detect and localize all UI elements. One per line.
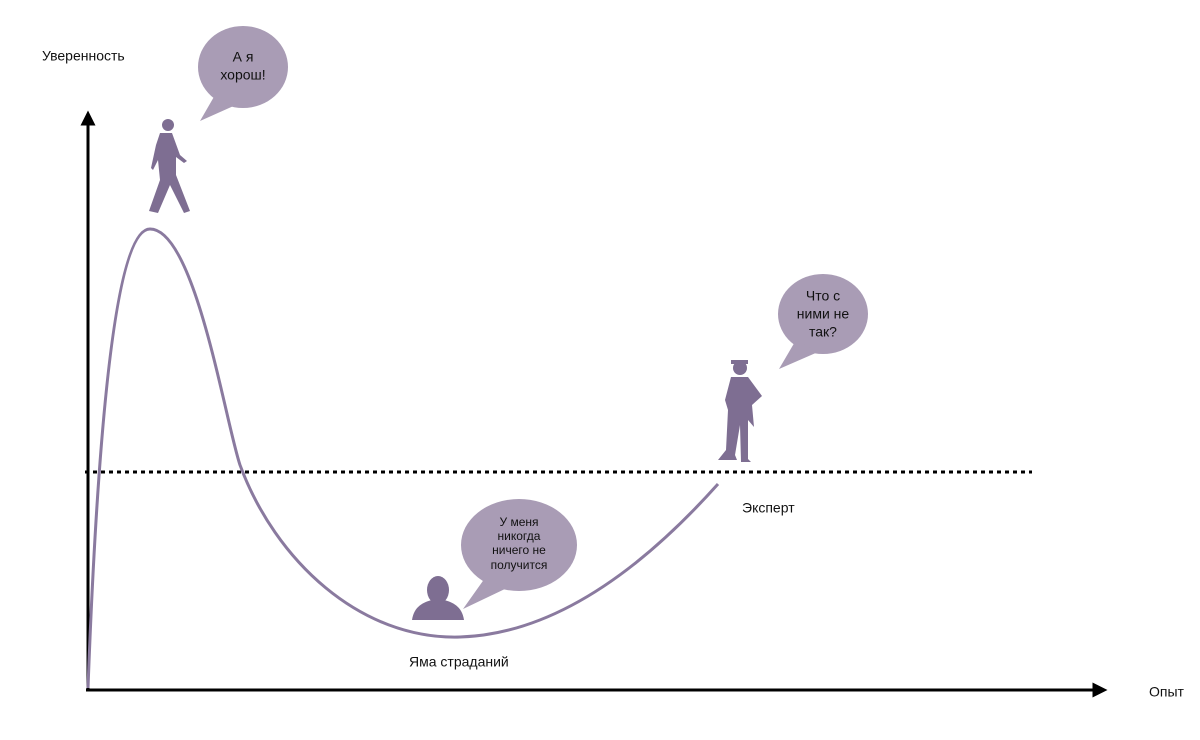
expert-person	[718, 360, 762, 462]
walking-person	[149, 119, 190, 213]
speech-bubble: Что с ними не так?	[778, 274, 868, 369]
speech-bubble: У меня никогда ничего не получится	[461, 499, 577, 609]
bubble-text: никогда	[498, 529, 541, 543]
bubble-text: У меня	[499, 515, 538, 529]
speech-bubble: А я хорош!	[198, 26, 288, 121]
confidence-curve	[86, 227, 720, 689]
bubble-text: ними не	[797, 306, 850, 322]
bubble-text: хорош!	[220, 67, 265, 83]
pit-label: Яма страданий	[409, 654, 509, 670]
sad-person	[412, 576, 464, 620]
bubble-text: А я	[233, 49, 254, 65]
bubble-text: Что с	[806, 288, 840, 304]
y-axis-label: Уверенность	[42, 48, 125, 64]
bubble-text: получится	[491, 558, 548, 572]
expert-label: Эксперт	[742, 500, 795, 516]
bubble-text: ничего не	[492, 543, 546, 557]
bubble-text: так?	[809, 324, 837, 340]
x-axis-label: Опыт	[1149, 684, 1185, 700]
